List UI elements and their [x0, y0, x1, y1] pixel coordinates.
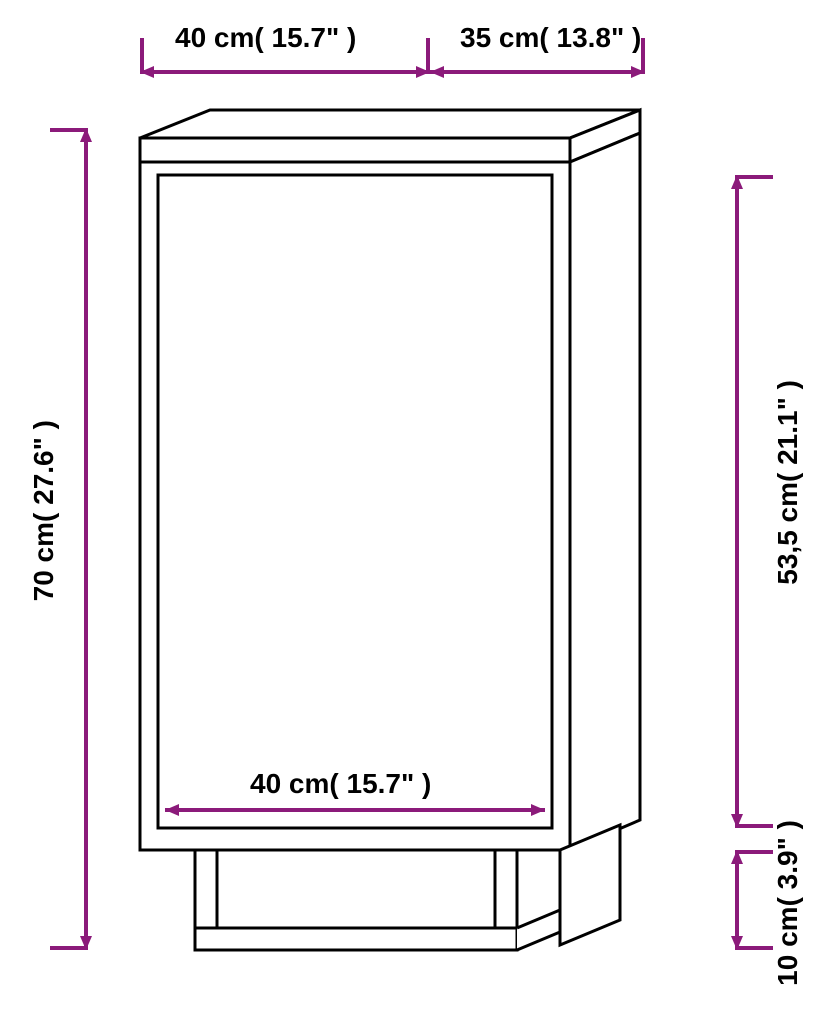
dim-door-width-label: 40 cm( 15.7" ) [250, 768, 431, 800]
dim-top-depth-arrow-left [430, 66, 444, 78]
dim-right-leg-arrow-up [731, 850, 743, 864]
dim-top-depth-tick-right [641, 38, 645, 72]
dim-right-leg-tick-bottom [735, 946, 773, 950]
dim-left-height-arrow-up [80, 128, 92, 142]
dim-top-depth-line [430, 70, 645, 74]
cabinet-drawing [0, 0, 836, 1020]
dim-door-width-arrow-left [165, 804, 179, 816]
dim-top-width-arrow-left [140, 66, 154, 78]
dim-left-height-label: 70 cm( 27.6" ) [28, 420, 60, 601]
dim-door-width-arrow-right [531, 804, 545, 816]
dim-top-width-label: 40 cm( 15.7" ) [175, 22, 356, 54]
dim-right-door-arrow-up [731, 175, 743, 189]
dim-left-height-line [84, 128, 88, 950]
dim-right-door-label: 53,5 cm( 21.1" ) [772, 380, 804, 585]
dim-right-leg-label: 10 cm( 3.9" ) [772, 820, 804, 986]
dim-top-depth-label: 35 cm( 13.8" ) [460, 22, 641, 54]
dim-right-door-tick-bottom [735, 824, 773, 828]
dimension-diagram: 40 cm( 15.7" ) 35 cm( 13.8" ) 70 cm( 27.… [0, 0, 836, 1020]
dim-right-door-line [735, 175, 739, 828]
dim-door-width-line [165, 808, 545, 812]
dim-right-leg-line [735, 850, 739, 950]
dim-top-width-line [140, 70, 430, 74]
dim-left-height-tick-bottom [50, 946, 88, 950]
